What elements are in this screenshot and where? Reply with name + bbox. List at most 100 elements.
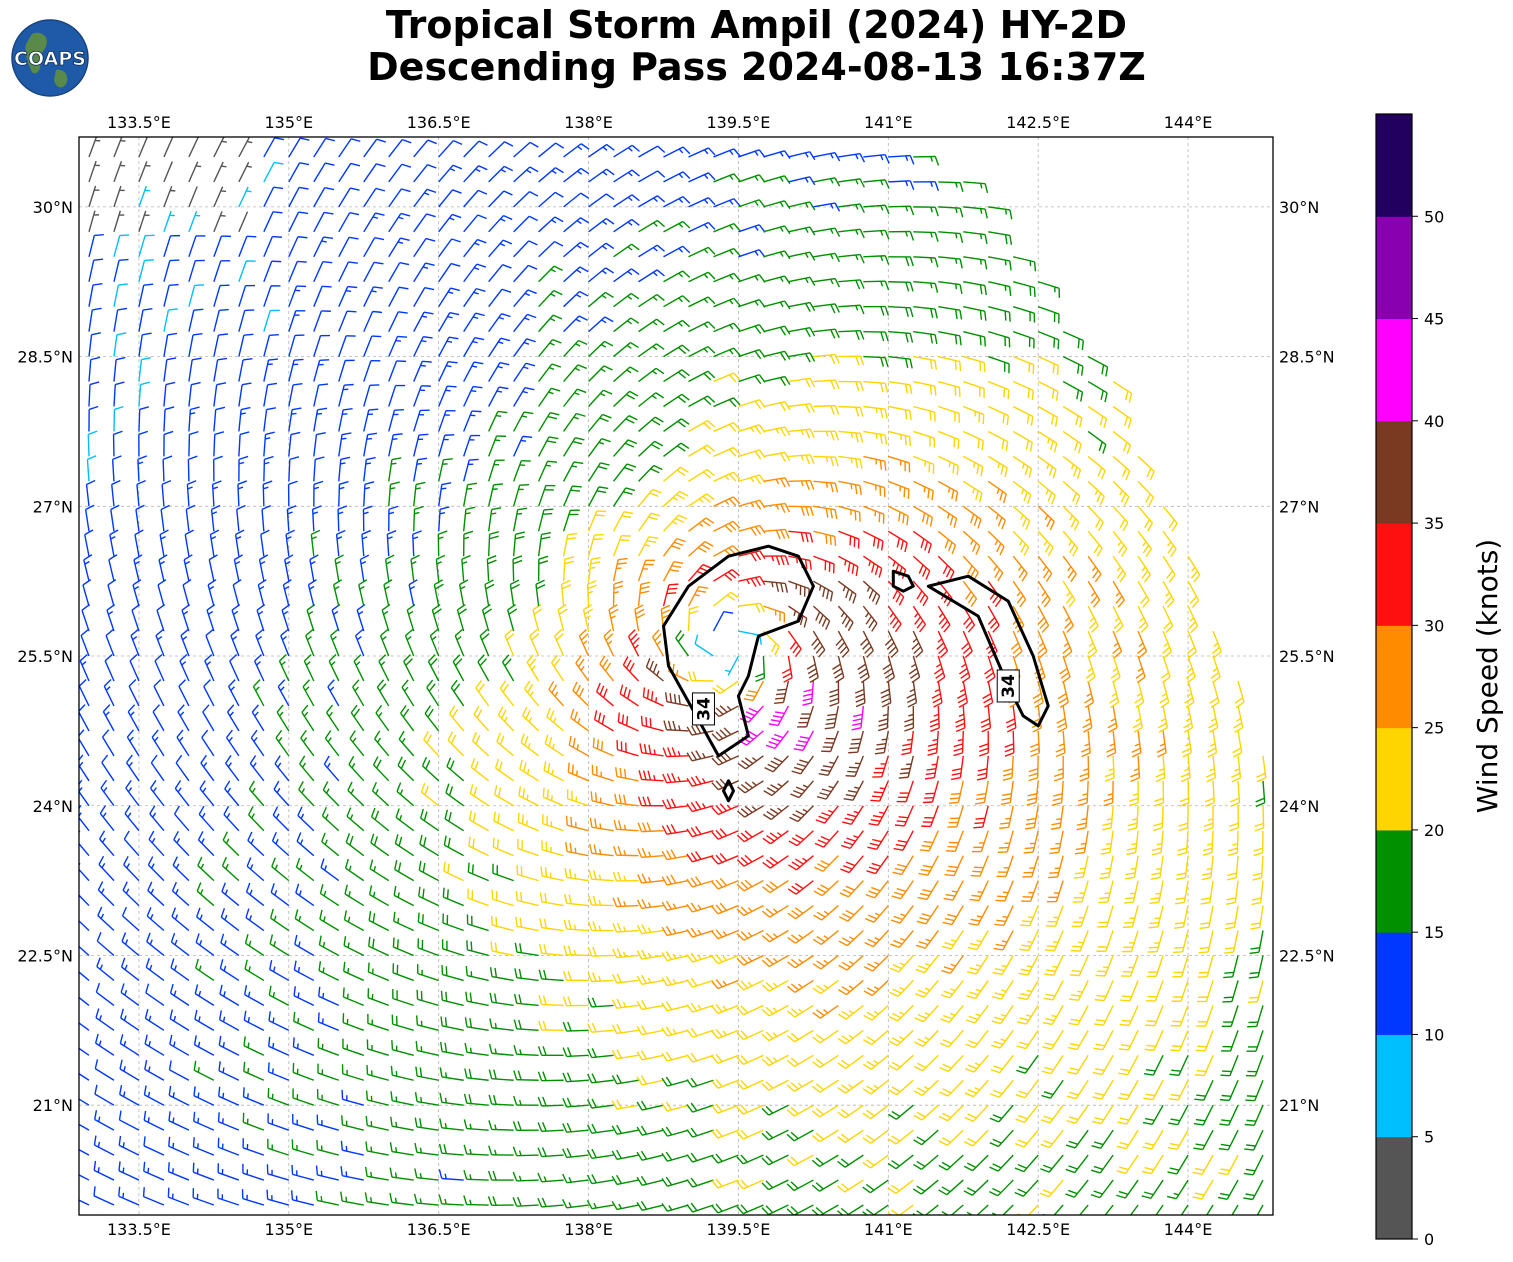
wind-barb	[1067, 1054, 1089, 1075]
wind-barb	[1101, 805, 1114, 831]
wind-barb	[839, 905, 864, 922]
wind-barb	[1012, 505, 1031, 530]
wind-barb	[838, 203, 865, 213]
wind-barb	[1062, 455, 1082, 480]
wind-barb	[913, 355, 938, 370]
wind-barb	[171, 881, 190, 907]
wind-barb	[288, 407, 302, 432]
wind-barb	[788, 830, 814, 847]
wind-barb	[937, 480, 959, 502]
wind-barb	[443, 835, 465, 857]
wind-barb	[368, 911, 390, 932]
wind-barb	[713, 446, 741, 458]
wind-barb	[466, 914, 489, 932]
wind-barb	[738, 602, 766, 613]
wind-barb	[713, 347, 741, 358]
wind-barb	[538, 290, 563, 308]
colorbar-tick-label: 0	[1424, 1230, 1434, 1249]
wind-barb	[938, 1104, 964, 1122]
wind-barb	[638, 464, 663, 482]
wind-barb	[1180, 1204, 1189, 1215]
wind-barb	[663, 220, 691, 233]
wind-barb	[242, 1163, 265, 1181]
wind-barb	[838, 355, 865, 366]
wind-barb	[513, 1095, 539, 1106]
wind-barb	[1121, 955, 1139, 977]
x-tick-label-bottom: 139.5°E	[706, 1220, 770, 1239]
wind-barb	[686, 1002, 714, 1013]
wind-barb	[493, 811, 514, 832]
wind-barb	[213, 211, 226, 233]
wind-barb	[195, 933, 215, 957]
wind-barb	[893, 830, 914, 851]
wind-barb	[563, 970, 589, 982]
wind-barb	[86, 455, 97, 482]
wind-barb	[567, 762, 589, 782]
wind-barb	[170, 932, 190, 957]
wind-barb	[1016, 1054, 1039, 1074]
wind-barb	[888, 1029, 914, 1047]
wind-barb	[612, 871, 639, 882]
colorbar-bin	[1376, 523, 1412, 626]
wind-barb	[736, 1029, 764, 1041]
wind-barb	[192, 1162, 215, 1181]
wind-barb	[686, 775, 714, 787]
wind-barb	[88, 356, 101, 382]
wind-barb	[937, 455, 959, 476]
wind-barb	[887, 1129, 914, 1145]
wind-barb	[537, 531, 552, 557]
wind-barb	[1016, 1029, 1039, 1050]
wind-barb	[638, 770, 664, 782]
wind-barb	[292, 1037, 315, 1056]
wind-barb	[161, 480, 172, 507]
wind-barb	[152, 704, 165, 732]
wind-barb	[824, 705, 840, 730]
wind-barb	[787, 630, 802, 658]
wind-barb	[538, 943, 564, 957]
wind-barb	[433, 579, 444, 607]
wind-barb	[562, 485, 582, 507]
wind-barb	[1112, 455, 1131, 480]
wind-barb	[713, 520, 741, 533]
wind-barb	[575, 654, 590, 682]
wind-barb	[1053, 755, 1064, 782]
wind-barb	[1223, 955, 1239, 979]
wind-barb	[787, 929, 814, 944]
wind-barb	[80, 628, 90, 657]
wind-barb	[1040, 1154, 1064, 1173]
wind-barb	[786, 1054, 814, 1068]
wind-barb	[398, 730, 415, 757]
wind-barb	[711, 902, 739, 915]
wind-barb	[218, 1061, 240, 1081]
wind-barb	[963, 306, 987, 321]
wind-barb	[310, 529, 321, 557]
wind-barb	[1091, 1104, 1114, 1125]
wind-barb	[322, 781, 340, 807]
wind-barb	[1012, 530, 1030, 556]
wind-barb	[1062, 630, 1073, 659]
wind-barb	[838, 380, 864, 391]
wind-barb	[353, 654, 365, 682]
wind-barb	[123, 830, 140, 857]
wind-barb	[388, 163, 412, 183]
x-tick-label-top: 136.5°E	[407, 113, 471, 132]
y-tick-label-left: 22.5°N	[17, 946, 73, 965]
wind-barb	[487, 1170, 514, 1181]
wind-barb	[213, 333, 228, 357]
wind-barb	[862, 1179, 889, 1194]
wind-barb	[588, 193, 615, 208]
wind-barb	[711, 803, 739, 816]
wind-barb	[458, 579, 469, 607]
wind-barb	[442, 887, 464, 907]
wind-barb	[217, 1188, 240, 1206]
wind-barb	[550, 654, 565, 682]
wind-barb	[238, 406, 251, 432]
contour-34kt-3	[722, 779, 735, 803]
wind-barb	[231, 603, 241, 632]
wind-barb	[438, 189, 462, 208]
wind-barb	[494, 758, 515, 782]
wind-barb	[361, 529, 371, 557]
wind-barb	[413, 360, 432, 382]
wind-barb	[1062, 405, 1083, 428]
wind-barb	[315, 1165, 339, 1181]
